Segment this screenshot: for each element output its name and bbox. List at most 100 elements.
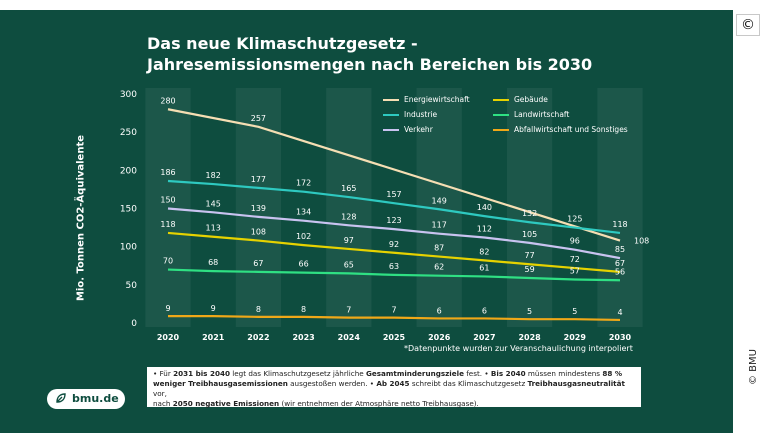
x-tick-label: 2029 — [564, 333, 587, 342]
data-label: 123 — [386, 216, 401, 225]
data-label: 7 — [391, 306, 396, 315]
data-label: 56 — [615, 267, 625, 276]
fn-p2: legt das Klimaschutzgesetz jährliche — [229, 369, 366, 378]
data-label: 139 — [251, 204, 266, 213]
data-label: 67 — [253, 259, 263, 268]
fn-b1: 2031 bis 2040 — [173, 369, 230, 378]
plot-band — [145, 88, 191, 327]
legend-label: Landwirtschaft — [514, 110, 570, 119]
x-tick-label: 2021 — [202, 333, 225, 342]
data-label: 72 — [570, 255, 580, 264]
x-tick-label: 2027 — [473, 333, 495, 342]
data-label: 257 — [251, 114, 266, 123]
data-labels: 280 257 108 186 182 177 172 165 157 149 140 132 125 1… — [160, 96, 649, 317]
series-line — [167, 231, 621, 273]
data-label: 280 — [160, 96, 175, 105]
legend-swatch — [493, 99, 509, 101]
y-tick-label: 50 — [126, 281, 138, 291]
plot-band — [326, 88, 372, 327]
leaf-icon — [56, 393, 66, 403]
fn-p3: fest. • — [463, 369, 491, 378]
fn-b3: Bis 2040 — [490, 369, 526, 378]
y-tick-label: 250 — [120, 128, 137, 138]
series-line — [167, 207, 621, 260]
x-tick-label: 2028 — [518, 333, 541, 342]
data-label: 57 — [570, 266, 580, 275]
legend-item: Gebäude — [493, 95, 548, 104]
data-label: 5 — [527, 307, 532, 316]
data-label: 66 — [299, 260, 309, 269]
plot-bands — [145, 88, 643, 327]
fn-b8: 2050 negative Emissionen — [172, 399, 280, 408]
series-lines — [167, 108, 621, 322]
y-tick-label: 0 — [131, 319, 137, 329]
x-tick-label: 2026 — [428, 333, 451, 342]
data-label: 118 — [160, 220, 175, 229]
data-label: 182 — [206, 171, 221, 180]
legend-label: Gebäude — [514, 95, 548, 104]
data-label: 105 — [522, 230, 537, 239]
legend-item: Landwirtschaft — [493, 110, 569, 119]
fn-p7: vor, — [153, 389, 167, 398]
infographic-card — [0, 10, 733, 433]
data-label: 177 — [251, 175, 266, 184]
y-axis-ticks: 0 50 100 150 200 250 300 — [120, 90, 137, 329]
data-label: 134 — [296, 208, 311, 217]
legend-swatch — [493, 129, 509, 131]
fn-p4: müssen mindestens — [525, 369, 603, 378]
data-label: 59 — [525, 265, 535, 274]
data-label: 8 — [256, 305, 261, 314]
data-label: 112 — [477, 225, 492, 234]
data-label: 65 — [344, 260, 354, 269]
bmu-logo-link[interactable]: bmu.de — [47, 389, 125, 409]
fn-p1: • Für — [153, 369, 174, 378]
legend-label: Industrie — [404, 110, 438, 119]
y-tick-label: 200 — [120, 166, 137, 176]
series-line — [167, 179, 621, 235]
legend-swatch — [383, 99, 399, 101]
data-label: 165 — [341, 184, 356, 193]
plot-band — [597, 88, 643, 327]
copyright-badge: © — [736, 14, 760, 36]
data-label: 5 — [572, 307, 577, 316]
data-label: 63 — [389, 262, 399, 271]
legend-item: Energiewirtschaft — [383, 95, 470, 104]
fn-b7: Treibhausgasneutralität — [527, 379, 625, 388]
data-label: 9 — [211, 304, 216, 313]
legend-item: Industrie — [383, 110, 437, 119]
data-label: 85 — [615, 245, 625, 254]
data-label: 6 — [482, 306, 487, 315]
x-tick-label: 2022 — [247, 333, 269, 342]
data-label: 128 — [341, 212, 356, 221]
series-line — [168, 315, 621, 322]
data-label: 9 — [165, 304, 170, 313]
fn-p8: nach — [153, 399, 173, 408]
chart-title: Das neue Klimaschutzgesetz - Jahresemiss… — [147, 33, 592, 75]
data-label: 8 — [301, 305, 306, 314]
data-label: 150 — [160, 196, 175, 205]
legend-label: Energiewirtschaft — [404, 95, 470, 104]
fn-p9: (wir entnehmen der Atmosphäre netto Trei… — [279, 399, 479, 408]
data-label: 97 — [344, 236, 354, 245]
data-label: 77 — [525, 251, 535, 260]
x-axis-ticks: 2020 2021 2022 2023 2024 2025 2026 2027 2028 2029… — [157, 333, 632, 342]
fn-p5: ausgestoßen werden. • — [287, 379, 377, 388]
series-line — [167, 108, 621, 242]
y-tick-label: 300 — [120, 90, 137, 100]
x-tick-label: 2025 — [383, 333, 406, 342]
legend-swatch — [383, 129, 399, 131]
x-tick-label: 2020 — [157, 333, 180, 342]
data-label: 82 — [479, 247, 489, 256]
data-label: 102 — [296, 232, 311, 241]
legend-label: Verkehr — [404, 125, 433, 134]
data-label: 117 — [432, 221, 447, 230]
data-label: 87 — [434, 244, 444, 253]
interpolation-note: *Datenpunkte wurden zur Veranschaulichun… — [404, 344, 633, 353]
data-label: 113 — [206, 224, 221, 233]
data-label: 186 — [160, 168, 175, 177]
title-line-1: Das neue Klimaschutzgesetz - — [147, 34, 418, 53]
legend-swatch — [493, 114, 509, 116]
legend-item: Abfallwirtschaft und Sonstiges — [493, 125, 628, 134]
data-label: 62 — [434, 263, 444, 272]
